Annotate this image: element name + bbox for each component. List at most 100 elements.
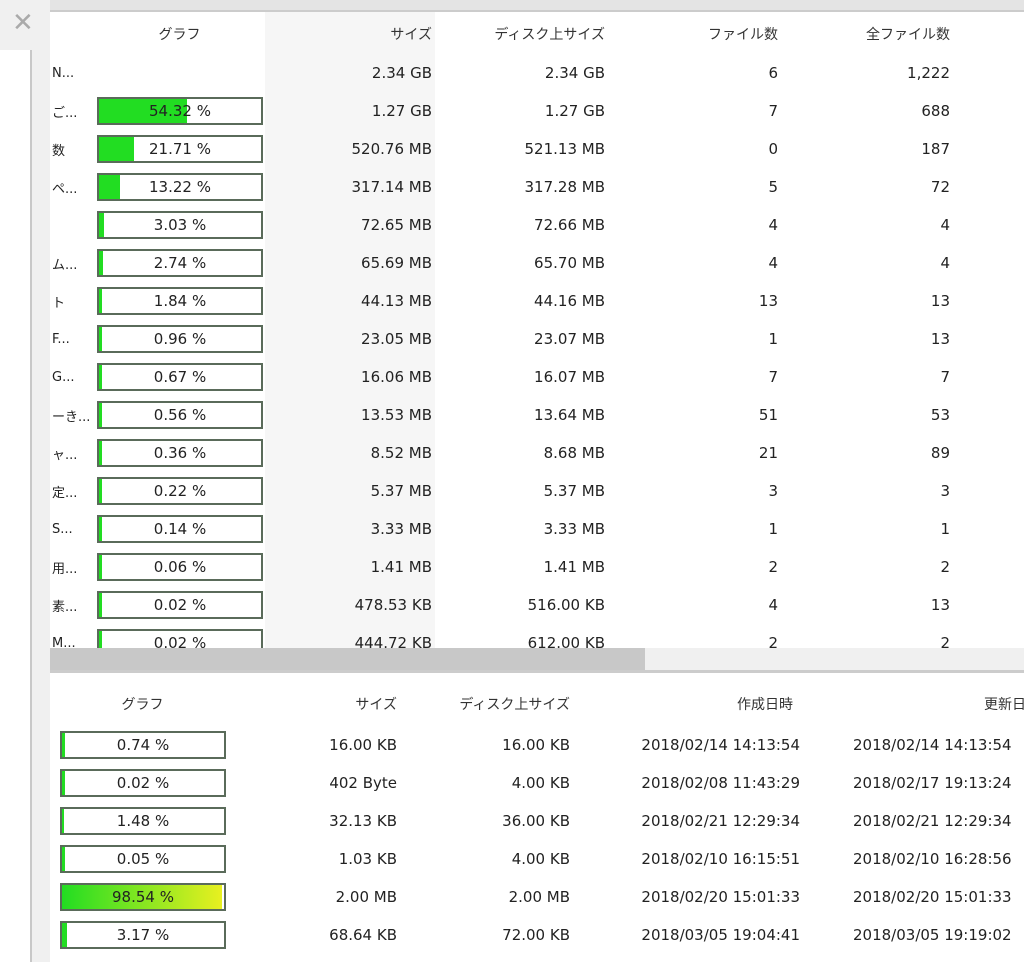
folder-list-table: グラフ サイズ ディスク上サイズ ファイル数 全ファイル数 N... 2.34 G… <box>50 12 1024 648</box>
row-name <box>52 206 96 244</box>
column-header-file-count[interactable]: ファイル数 <box>708 27 778 43</box>
column-header-disk-size[interactable]: ディスク上サイズ <box>494 27 605 43</box>
column-header-graph[interactable]: グラフ <box>158 27 201 43</box>
table-row[interactable]: 定... 0.22 % 5.37 MB 5.37 MB 3 3 <box>50 472 1024 510</box>
row-name: 用... <box>52 561 78 577</box>
total-files-cell: 13 <box>930 330 950 348</box>
size-cell: 1.03 KB <box>338 850 397 868</box>
table-row[interactable]: N... 2.34 GB 2.34 GB 6 1,222 <box>50 54 1024 92</box>
percent-bar-fill <box>62 771 65 795</box>
table-row[interactable]: ペ... 13.22 % 317.14 MB 317.28 MB 5 72 <box>50 168 1024 206</box>
file-count-cell: 4 <box>768 596 778 614</box>
percent-bar-fill <box>62 885 222 909</box>
row-name: ーき... <box>52 409 91 425</box>
left-pane <box>0 50 32 962</box>
table-row[interactable]: S... 0.14 % 3.33 MB 3.33 MB 1 1 <box>50 510 1024 548</box>
total-files-cell: 13 <box>930 596 950 614</box>
row-name: ト <box>52 295 66 311</box>
table-row[interactable]: G... 0.67 % 16.06 MB 16.07 MB 7 7 <box>50 358 1024 396</box>
close-icon[interactable]: ✕ <box>12 8 34 38</box>
table-row[interactable]: ム... 2.74 % 65.69 MB 65.70 MB 4 4 <box>50 244 1024 282</box>
table-row[interactable]: 0.02 % 402 Byte 4.00 KB 2018/02/08 11:43:29… <box>50 764 1024 802</box>
percent-label: 0.14 % <box>153 520 207 538</box>
total-files-cell: 7 <box>940 368 950 386</box>
percent-bar-fill <box>99 479 102 503</box>
table-row[interactable]: F... 0.96 % 23.05 MB 23.07 MB 1 13 <box>50 320 1024 358</box>
size-cell: 23.05 MB <box>361 330 432 348</box>
column-header-total-files[interactable]: 全ファイル数 <box>866 27 950 43</box>
percent-bar: 13.22 % <box>97 173 263 201</box>
percent-bar-fill <box>62 809 65 833</box>
percent-bar-fill <box>62 733 65 757</box>
table-row[interactable]: ご... 54.32 % 1.27 GB 1.27 GB 7 688 <box>50 92 1024 130</box>
size-cell: 520.76 MB <box>351 140 433 158</box>
horizontal-scrollbar[interactable] <box>50 648 1024 673</box>
row-name: F... <box>52 331 70 347</box>
disk-size-cell: 44.16 MB <box>534 292 605 310</box>
table-row[interactable]: 3.17 % 68.64 KB 72.00 KB 2018/03/05 19:04:4… <box>50 916 1024 954</box>
percent-label: 21.71 % <box>149 140 211 158</box>
percent-bar: 0.02 % <box>60 769 226 797</box>
percent-label: 0.96 % <box>153 330 207 348</box>
scrollbar-thumb[interactable] <box>50 648 645 670</box>
column-header-created[interactable]: 作成日時 <box>737 697 793 713</box>
file-count-cell: 7 <box>768 102 778 120</box>
column-header-disk-size[interactable]: ディスク上サイズ <box>459 697 570 713</box>
percent-bar: 0.02 % <box>97 629 263 648</box>
size-cell: 32.13 KB <box>329 812 397 830</box>
created-cell: 2018/02/08 11:43:29 <box>641 774 800 792</box>
table-row[interactable]: ト 1.84 % 44.13 MB 44.16 MB 13 13 <box>50 282 1024 320</box>
file-count-cell: 4 <box>768 254 778 272</box>
file-count-cell: 51 <box>758 406 778 424</box>
table-row[interactable]: ーき... 0.56 % 13.53 MB 13.64 MB 51 53 <box>50 396 1024 434</box>
size-cell: 1.41 MB <box>370 558 432 576</box>
table-row[interactable]: M... 0.02 % 444.72 KB 612.00 KB 2 2 <box>50 624 1024 648</box>
percent-label: 3.17 % <box>116 926 170 944</box>
percent-label: 3.03 % <box>153 216 207 234</box>
table-row[interactable]: 0.05 % 1.03 KB 4.00 KB 2018/02/10 16:15:51 2… <box>50 840 1024 878</box>
percent-bar-fill <box>62 923 68 947</box>
disk-size-cell: 8.68 MB <box>543 444 605 462</box>
table-row[interactable]: 1.48 % 32.13 KB 36.00 KB 2018/02/21 12:29:3… <box>50 802 1024 840</box>
modified-cell: 2018/02/20 15:01:33 <box>853 888 1012 906</box>
percent-label: 0.56 % <box>153 406 207 424</box>
column-header-size[interactable]: サイズ <box>390 27 432 43</box>
column-header-graph[interactable]: グラフ <box>121 697 164 713</box>
percent-bar: 54.32 % <box>97 97 263 125</box>
disk-size-cell: 16.00 KB <box>502 736 570 754</box>
percent-bar: 0.96 % <box>97 325 263 353</box>
modified-cell: 2018/03/05 19:19:02 <box>853 926 1012 944</box>
table-row[interactable]: ャ... 0.36 % 8.52 MB 8.68 MB 21 89 <box>50 434 1024 472</box>
table-row[interactable]: 素... 0.02 % 478.53 KB 516.00 KB 4 13 <box>50 586 1024 624</box>
size-cell: 72.65 MB <box>361 216 432 234</box>
table-row[interactable]: 98.54 % 2.00 MB 2.00 MB 2018/02/20 15:01:33… <box>50 878 1024 916</box>
row-name: ャ... <box>52 447 78 463</box>
size-cell: 3.33 MB <box>370 520 432 538</box>
created-cell: 2018/02/14 14:13:54 <box>641 736 800 754</box>
disk-size-cell: 4.00 KB <box>511 850 570 868</box>
pane-top-border <box>50 0 1024 12</box>
row-name: G... <box>52 369 75 385</box>
file-count-cell: 1 <box>768 330 778 348</box>
table-row[interactable]: 用... 0.06 % 1.41 MB 1.41 MB 2 2 <box>50 548 1024 586</box>
percent-bar: 1.48 % <box>60 807 226 835</box>
column-header-modified[interactable]: 更新日時 <box>984 697 1024 713</box>
size-cell: 68.64 KB <box>329 926 397 944</box>
file-count-cell: 5 <box>768 178 778 196</box>
table-row[interactable]: 数 21.71 % 520.76 MB 521.13 MB 0 187 <box>50 130 1024 168</box>
table-row[interactable]: 0.74 % 16.00 KB 16.00 KB 2018/02/14 14:13:5… <box>50 726 1024 764</box>
disk-size-cell: 3.33 MB <box>543 520 605 538</box>
column-header-size[interactable]: サイズ <box>355 697 397 713</box>
size-cell: 2.00 MB <box>335 888 397 906</box>
modified-cell: 2018/02/21 12:29:34 <box>853 812 1012 830</box>
disk-size-cell: 521.13 MB <box>524 140 606 158</box>
disk-size-cell: 4.00 KB <box>511 774 570 792</box>
modified-cell: 2018/02/10 16:28:56 <box>853 850 1012 868</box>
total-files-cell: 13 <box>930 292 950 310</box>
total-files-cell: 2 <box>940 558 950 576</box>
row-name: 素... <box>52 599 78 615</box>
table-row[interactable]: 3.03 % 72.65 MB 72.66 MB 4 4 <box>50 206 1024 244</box>
disk-size-cell: 2.34 GB <box>544 64 605 82</box>
percent-label: 1.48 % <box>116 812 170 830</box>
sorted-column-shade <box>265 12 435 648</box>
